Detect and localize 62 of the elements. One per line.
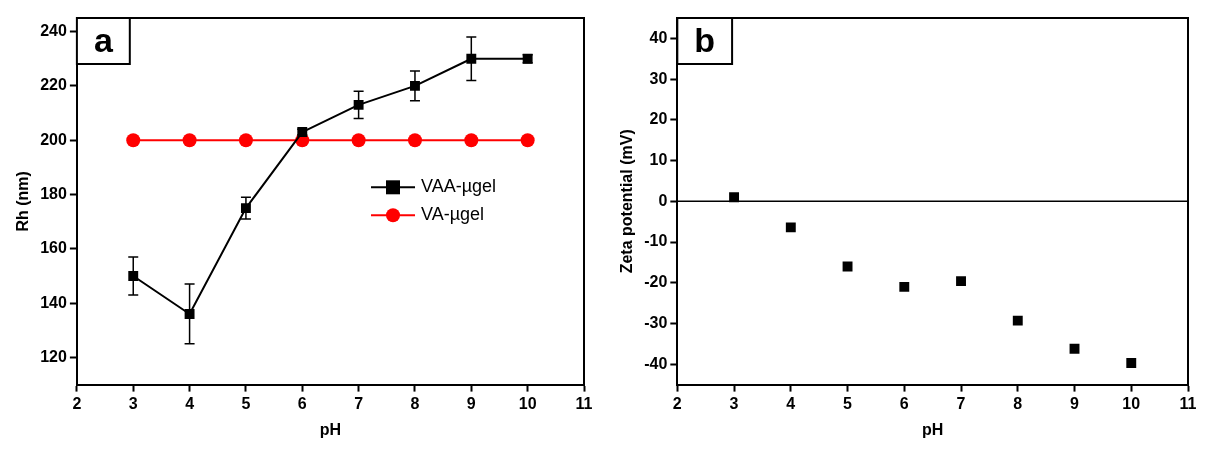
point — [126, 133, 141, 148]
point — [466, 53, 477, 64]
point — [1126, 358, 1137, 368]
x-tick-label: 3 — [128, 394, 138, 412]
y-tick-label: 140 — [40, 293, 67, 311]
x-tick-label: 11 — [1179, 394, 1197, 412]
point — [238, 133, 253, 148]
y-tick-label: 30 — [649, 69, 668, 87]
point — [1012, 315, 1023, 326]
point — [899, 281, 910, 292]
x-tick-label: 3 — [729, 394, 739, 412]
x-tick-label: 9 — [466, 394, 476, 412]
x-tick-label: 6 — [899, 394, 909, 412]
point — [785, 222, 796, 233]
x-tick-label: 7 — [354, 394, 364, 412]
x-tick-label: 8 — [410, 394, 420, 412]
y-tick-label: 160 — [40, 239, 67, 257]
point — [956, 276, 966, 287]
x-tick-label: 10 — [1122, 394, 1141, 412]
point — [729, 192, 740, 203]
point — [842, 261, 853, 272]
point — [182, 133, 197, 148]
x-tick-label: 8 — [1013, 394, 1023, 412]
x-tick-label: 5 — [843, 394, 853, 412]
y-tick-label: -10 — [644, 232, 668, 250]
x-tick-label: 2 — [72, 394, 82, 412]
x-axis-title: pH — [319, 420, 342, 438]
legend-label: VAA-µgel — [421, 176, 497, 197]
point — [353, 99, 364, 110]
point — [184, 309, 195, 319]
x-tick-label: 5 — [241, 394, 251, 412]
point — [351, 133, 366, 148]
x-tick-label: 2 — [672, 394, 682, 412]
y-tick-label: 220 — [40, 76, 67, 94]
y-tick-label: -20 — [644, 273, 668, 291]
y-tick-label: 10 — [649, 150, 668, 168]
x-tick-label: 6 — [297, 394, 307, 412]
y-tick-label: 0 — [658, 191, 668, 209]
annotation: a — [93, 21, 114, 60]
y-tick-label: 180 — [40, 184, 67, 202]
y-axis-title: Rh (nm) — [14, 171, 32, 232]
x-tick-label: 9 — [1070, 394, 1080, 412]
annotation: b — [694, 21, 716, 60]
y-tick-label: 40 — [649, 28, 668, 46]
y-tick-label: 200 — [40, 130, 67, 148]
x-tick-label: 11 — [575, 394, 593, 412]
x-axis-title: pH — [922, 420, 944, 438]
x-tick-label: 4 — [185, 394, 195, 412]
x-tick-label: 4 — [786, 394, 796, 412]
x-tick-label: 10 — [518, 394, 537, 412]
y-tick-label: -30 — [644, 313, 668, 331]
y-tick-label: 240 — [40, 21, 67, 39]
x-tick-label: 7 — [956, 394, 966, 412]
point — [407, 133, 422, 148]
point — [520, 133, 535, 148]
point — [464, 133, 479, 148]
y-axis-title: Zeta potential (mV) — [618, 129, 636, 274]
point — [1069, 343, 1080, 354]
legend-label: VA-µgel — [421, 204, 485, 225]
y-tick-label: -40 — [644, 354, 668, 372]
y-tick-label: 120 — [40, 347, 67, 365]
y-tick-label: 20 — [649, 110, 668, 128]
